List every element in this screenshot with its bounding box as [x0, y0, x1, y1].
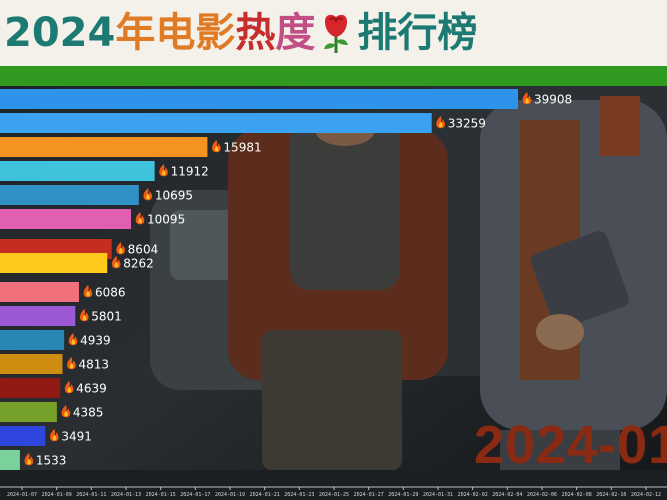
tick-label: 2024-01-21: [250, 492, 280, 498]
bar: [0, 161, 155, 181]
fire-icon: [116, 242, 125, 255]
title-part-1: 年电影: [115, 10, 236, 56]
fire-icon: [24, 453, 34, 466]
fire-icon: [49, 429, 59, 442]
fire-icon: [212, 140, 221, 153]
tick-label: 2024-02-04: [492, 492, 522, 498]
value-label: 33259: [448, 117, 486, 131]
fire-icon: [67, 357, 76, 370]
tick-label: 2024-02-10: [596, 492, 626, 498]
tick-label: 2024-02-08: [562, 492, 592, 498]
fire-icon: [61, 405, 71, 418]
tick-label: 2024-02-12: [631, 492, 661, 498]
bar: [0, 402, 57, 422]
bar: [0, 137, 208, 157]
value-label: 8262: [123, 257, 154, 271]
bar: [0, 282, 79, 302]
rose-icon: [324, 14, 349, 53]
bar: [0, 89, 518, 109]
bar: [0, 306, 76, 326]
bar: [0, 378, 61, 398]
bar: [0, 426, 46, 446]
title-part-2: 热: [235, 10, 276, 56]
tick-label: 2024-01-11: [76, 492, 106, 498]
title-part-3: 度: [275, 10, 316, 56]
value-label: 10695: [155, 189, 193, 203]
fire-icon: [159, 164, 168, 177]
tick-label: 2024-01-31: [423, 492, 453, 498]
fire-icon: [436, 116, 445, 129]
fire-icon: [143, 188, 153, 201]
bar: [0, 113, 432, 133]
tick-label: 2024-01-23: [284, 492, 314, 498]
tick-label: 2024-01-29: [388, 492, 418, 498]
value-label: 10095: [147, 213, 185, 227]
current-date-stamp: 2024-01: [474, 415, 667, 475]
tick-label: 2024-01-15: [146, 492, 176, 498]
bar: [0, 450, 20, 470]
fire-icon: [522, 92, 532, 105]
tick-label: 2024-01-09: [42, 492, 72, 498]
value-label: 6086: [95, 286, 126, 300]
value-label: 15981: [223, 141, 261, 155]
fire-icon: [111, 256, 121, 269]
value-label: 5801: [91, 310, 122, 324]
value-label: 11912: [171, 165, 209, 179]
title-year: 2024: [4, 10, 116, 56]
bar: [0, 185, 139, 205]
header-accent-band: [0, 66, 667, 86]
value-label: 4385: [73, 406, 104, 420]
value-label: 8604: [128, 243, 159, 257]
tick-label: 2024-01-19: [215, 492, 245, 498]
tick-label: 2024-01-07: [7, 492, 37, 498]
value-label: 4639: [76, 382, 107, 396]
fire-icon: [79, 309, 89, 322]
title-part-4: 排行榜: [357, 10, 478, 56]
tick-label: 2024-01-27: [354, 492, 384, 498]
tick-label: 2024-02-02: [458, 492, 488, 498]
bar: [0, 253, 108, 273]
tick-label: 2024-01-17: [180, 492, 210, 498]
fire-icon: [64, 381, 74, 394]
value-label: 3491: [61, 430, 92, 444]
bar: [0, 209, 132, 229]
value-label: 1533: [36, 454, 67, 468]
value-label: 4813: [78, 358, 109, 372]
value-label: 39908: [534, 93, 572, 107]
fire-icon: [83, 285, 93, 298]
fire-icon: [135, 212, 145, 225]
title-banner: 2024 年电影热度 排行榜: [0, 0, 667, 66]
value-label: 4939: [80, 334, 111, 348]
tick-label: 2024-02-06: [527, 492, 557, 498]
tick-label: 2024-01-13: [111, 492, 141, 498]
tick-label: 2024-01-25: [319, 492, 349, 498]
fire-icon: [68, 333, 78, 346]
bar: [0, 354, 63, 374]
bar: [0, 330, 65, 350]
